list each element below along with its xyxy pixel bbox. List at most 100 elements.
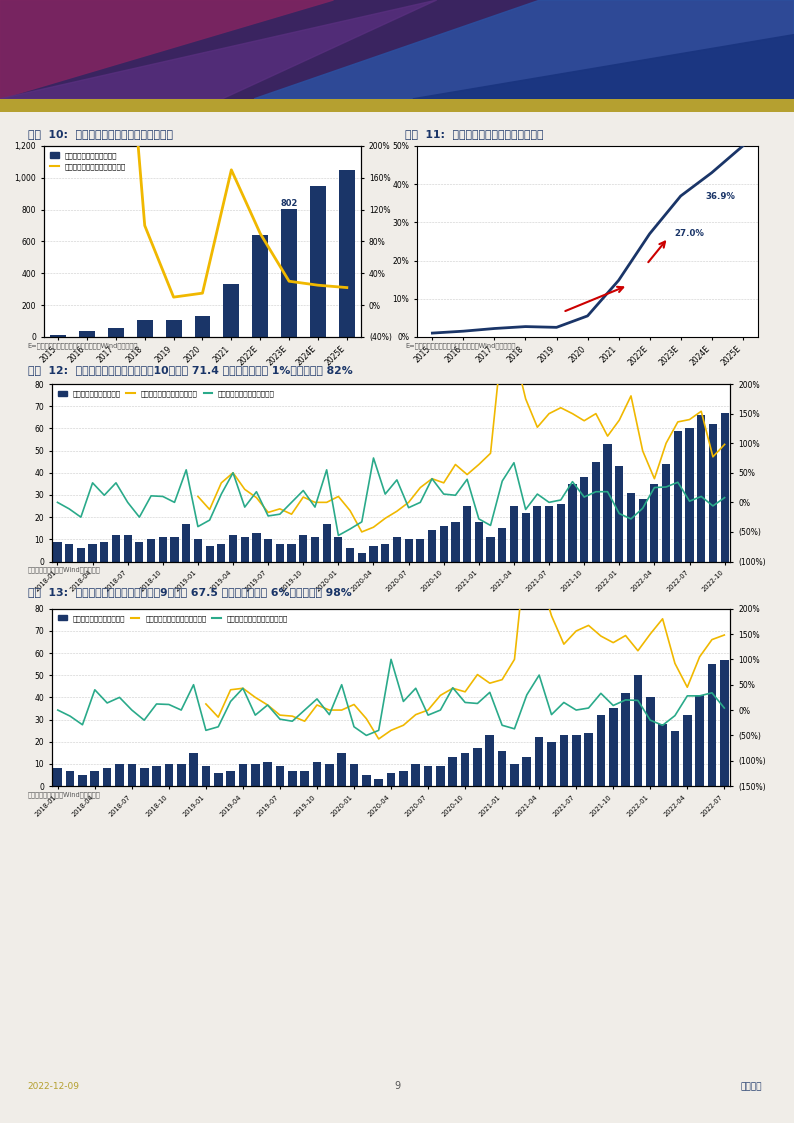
Bar — [159, 537, 167, 562]
Bar — [569, 484, 576, 562]
Bar — [545, 506, 553, 562]
Bar — [135, 541, 144, 562]
Bar — [449, 757, 457, 786]
Bar — [535, 738, 543, 786]
Bar — [88, 544, 97, 562]
Bar — [337, 752, 346, 786]
Bar — [485, 736, 494, 786]
Bar — [78, 775, 87, 786]
Bar — [671, 731, 679, 786]
Bar — [300, 770, 309, 786]
Legend: 新能源汽车销量（万辆）, 新能源汽车销量同比（右轴）, 新能源汽车销量环比（右轴）: 新能源汽车销量（万辆）, 新能源汽车销量同比（右轴）, 新能源汽车销量环比（右轴… — [56, 387, 278, 400]
Bar — [609, 709, 618, 786]
Text: 图表  12:  中国新能源汽车月度销量：10月销量 71.4 万辆，环比增长 1%，同比增长 82%: 图表 12: 中国新能源汽车月度销量：10月销量 71.4 万辆，环比增长 1%… — [28, 365, 353, 375]
Bar — [369, 546, 378, 562]
Bar — [218, 544, 225, 562]
Bar — [339, 170, 355, 337]
Bar — [534, 506, 542, 562]
Bar — [510, 506, 518, 562]
Bar — [53, 768, 62, 786]
Bar — [202, 766, 210, 786]
Bar — [720, 413, 729, 562]
Text: 802: 802 — [280, 199, 298, 208]
Bar — [511, 764, 518, 786]
Bar — [709, 424, 717, 562]
Bar — [627, 493, 635, 562]
Bar — [638, 500, 647, 562]
Text: 图表  11:  中国新能源乘用车渗透率及预测: 图表 11: 中国新能源乘用车渗透率及预测 — [405, 129, 543, 139]
Bar — [128, 764, 136, 786]
Bar — [440, 526, 448, 562]
Text: 资料来源：中汽协、Wind、浦银国际: 资料来源：中汽协、Wind、浦银国际 — [28, 792, 101, 797]
Bar — [357, 553, 366, 562]
Bar — [522, 757, 531, 786]
Bar — [650, 484, 658, 562]
Bar — [522, 513, 530, 562]
Bar — [621, 693, 630, 786]
Bar — [50, 335, 66, 337]
Bar — [66, 770, 75, 786]
Text: 图表  13:  中国新能源乘用车月度销量：9月销量 67.5 万辆，环比增长 6%，同比增长 98%: 图表 13: 中国新能源乘用车月度销量：9月销量 67.5 万辆，环比增长 6%… — [28, 587, 352, 597]
Bar — [658, 724, 667, 786]
Bar — [226, 770, 235, 786]
Bar — [393, 537, 401, 562]
Bar — [152, 766, 161, 786]
Bar — [615, 466, 623, 562]
Bar — [229, 535, 237, 562]
Bar — [194, 539, 202, 562]
Polygon shape — [254, 0, 794, 99]
Text: 27.0%: 27.0% — [674, 229, 704, 238]
Text: E=浦银国际预测；资料来源：中汽协、Wind、浦银国际: E=浦银国际预测；资料来源：中汽协、Wind、浦银国际 — [28, 343, 138, 348]
Bar — [140, 768, 148, 786]
Bar — [463, 506, 471, 562]
Bar — [299, 535, 307, 562]
Bar — [65, 544, 73, 562]
Text: 资料来源：中汽协、Wind、浦银国际: 资料来源：中汽协、Wind、浦银国际 — [28, 567, 101, 573]
Bar — [580, 477, 588, 562]
Bar — [100, 541, 108, 562]
Bar — [223, 284, 239, 337]
Bar — [91, 770, 99, 786]
Bar — [195, 317, 210, 337]
Bar — [560, 736, 569, 786]
Bar — [603, 444, 611, 562]
Bar — [166, 320, 182, 337]
Bar — [264, 539, 272, 562]
Bar — [79, 331, 95, 337]
Bar — [475, 521, 483, 562]
Bar — [311, 537, 319, 562]
Bar — [720, 659, 729, 786]
Bar — [436, 766, 445, 786]
Text: 640: 640 — [252, 225, 269, 234]
Bar — [596, 715, 605, 786]
Text: 9: 9 — [394, 1081, 400, 1092]
Bar — [182, 523, 191, 562]
Bar — [685, 428, 694, 562]
Bar — [124, 535, 132, 562]
Bar — [281, 209, 297, 337]
Bar — [239, 764, 247, 786]
Bar — [707, 664, 716, 786]
Bar — [662, 464, 670, 562]
Bar — [264, 761, 272, 786]
Bar — [53, 541, 62, 562]
Bar — [137, 320, 152, 337]
Bar — [362, 775, 371, 786]
Bar — [313, 761, 322, 786]
Legend: 新能源乘用车销量（万辆）, 新能源乘用车销量同比（右轴）: 新能源乘用车销量（万辆）, 新能源乘用车销量同比（右轴） — [48, 149, 129, 173]
Polygon shape — [0, 0, 333, 99]
Bar — [387, 773, 395, 786]
Text: 2022-12-09: 2022-12-09 — [28, 1083, 79, 1092]
Bar — [404, 539, 413, 562]
Bar — [164, 764, 173, 786]
Bar — [322, 523, 331, 562]
Bar — [683, 715, 692, 786]
Bar — [325, 764, 333, 786]
Bar — [171, 537, 179, 562]
Bar — [206, 546, 214, 562]
Bar — [416, 539, 425, 562]
Polygon shape — [413, 35, 794, 99]
Bar — [557, 504, 565, 562]
Text: E=浦银国际预测；资料来源：中汽协、Wind、浦银国际: E=浦银国际预测；资料来源：中汽协、Wind、浦银国际 — [405, 343, 515, 348]
Bar — [349, 764, 358, 786]
